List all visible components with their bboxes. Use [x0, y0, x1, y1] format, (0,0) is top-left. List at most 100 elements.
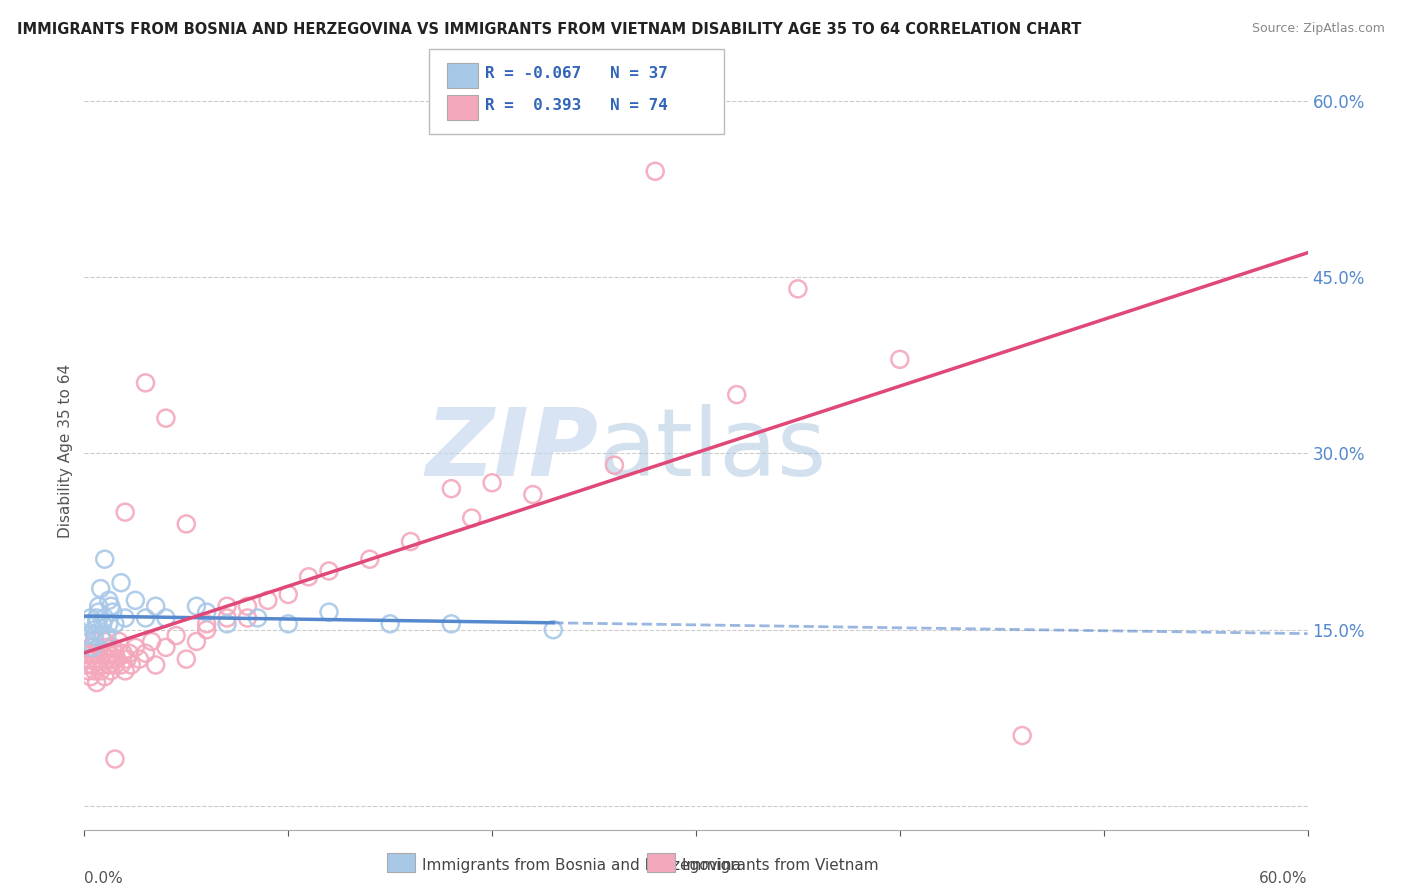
Text: R = -0.067   N = 37: R = -0.067 N = 37	[485, 66, 668, 80]
Point	[79, 670, 101, 684]
Point	[318, 564, 340, 578]
Point	[75, 629, 97, 643]
Point	[90, 664, 112, 678]
Point	[79, 640, 101, 655]
Point	[114, 611, 136, 625]
Point	[104, 658, 127, 673]
Point	[90, 582, 112, 596]
Point	[124, 593, 146, 607]
Point	[83, 652, 105, 666]
Point	[217, 611, 239, 625]
Text: 0.0%: 0.0%	[84, 871, 124, 886]
Point	[186, 634, 208, 648]
Point	[246, 611, 269, 625]
Y-axis label: Disability Age 35 to 64: Disability Age 35 to 64	[58, 363, 73, 538]
Text: ZIP: ZIP	[425, 404, 598, 497]
Point	[105, 652, 128, 666]
Point	[124, 640, 146, 655]
Point	[174, 652, 197, 666]
Point	[257, 593, 280, 607]
Text: R =  0.393   N = 74: R = 0.393 N = 74	[485, 98, 668, 112]
Point	[91, 616, 114, 631]
Point	[77, 652, 100, 666]
Point	[217, 599, 239, 614]
Point	[93, 552, 115, 566]
Point	[87, 605, 110, 619]
Point	[77, 664, 100, 678]
Point	[165, 629, 187, 643]
Point	[155, 640, 177, 655]
Point	[97, 658, 120, 673]
Point	[543, 623, 565, 637]
Point	[118, 646, 141, 660]
Point	[481, 475, 503, 490]
Point	[79, 611, 101, 625]
Point	[104, 646, 127, 660]
Point	[112, 646, 135, 660]
Point	[90, 652, 112, 666]
Text: 60.0%: 60.0%	[1260, 871, 1308, 886]
Point	[93, 670, 115, 684]
Point	[97, 616, 120, 631]
Point	[359, 552, 381, 566]
Point	[96, 629, 118, 643]
Text: Source: ZipAtlas.com: Source: ZipAtlas.com	[1251, 22, 1385, 36]
Point	[104, 752, 127, 766]
Point	[86, 646, 108, 660]
Point	[174, 516, 197, 531]
Point	[104, 616, 127, 631]
Text: Immigrants from Bosnia and Herzegovina: Immigrants from Bosnia and Herzegovina	[422, 858, 741, 872]
Point	[83, 623, 105, 637]
Point	[141, 634, 163, 648]
Point	[100, 599, 122, 614]
Point	[440, 616, 463, 631]
Point	[79, 616, 101, 631]
Point	[101, 640, 124, 655]
Point	[96, 640, 118, 655]
Point	[236, 599, 259, 614]
Point	[100, 652, 122, 666]
Point	[277, 587, 299, 601]
Point	[461, 511, 484, 525]
Point	[93, 611, 115, 625]
Point	[77, 634, 100, 648]
Point	[82, 658, 104, 673]
Text: atlas: atlas	[598, 404, 827, 497]
Point	[195, 605, 218, 619]
Point	[75, 658, 97, 673]
Point	[115, 652, 138, 666]
Point	[97, 593, 120, 607]
Point	[135, 646, 157, 660]
Point	[96, 652, 118, 666]
Point	[91, 646, 114, 660]
Point	[108, 634, 131, 648]
Point	[1011, 729, 1033, 743]
Point	[155, 611, 177, 625]
Point	[82, 646, 104, 660]
Point	[186, 599, 208, 614]
Point	[277, 616, 299, 631]
Point	[100, 664, 122, 678]
Point	[236, 611, 259, 625]
Text: IMMIGRANTS FROM BOSNIA AND HERZEGOVINA VS IMMIGRANTS FROM VIETNAM DISABILITY AGE: IMMIGRANTS FROM BOSNIA AND HERZEGOVINA V…	[17, 22, 1081, 37]
Point	[135, 611, 157, 625]
Point	[114, 505, 136, 519]
Point	[83, 634, 105, 648]
Point	[195, 623, 218, 637]
Point	[380, 616, 402, 631]
Point	[217, 616, 239, 631]
Point	[93, 634, 115, 648]
Point	[145, 599, 167, 614]
Point	[86, 611, 108, 625]
Point	[889, 352, 911, 367]
Point	[91, 658, 114, 673]
Point	[82, 640, 104, 655]
Point	[440, 482, 463, 496]
Point	[90, 629, 112, 643]
Point	[318, 605, 340, 619]
Point	[101, 605, 124, 619]
Point	[75, 646, 97, 660]
Point	[110, 575, 132, 590]
Point	[522, 487, 544, 501]
Point	[83, 664, 105, 678]
